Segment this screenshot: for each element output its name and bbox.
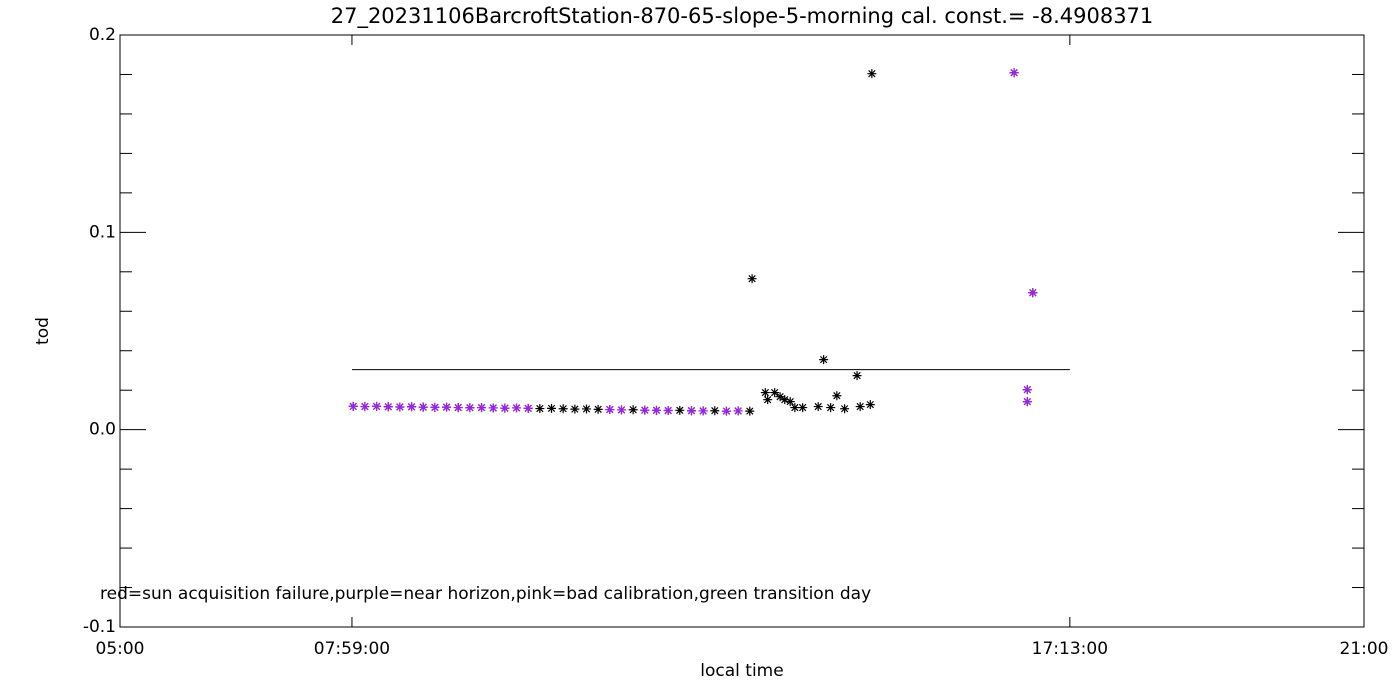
data-point — [628, 405, 638, 415]
data-point — [721, 406, 731, 416]
data-point — [780, 395, 790, 405]
y-tick-label: 0.2 — [89, 25, 116, 45]
data-point — [651, 405, 661, 415]
data-point — [675, 405, 685, 415]
data-point — [798, 403, 808, 413]
x-tick-label: 17:13:00 — [1032, 639, 1108, 659]
x-axis-label: local time — [700, 661, 783, 681]
data-point — [745, 406, 755, 416]
data-point — [500, 403, 510, 413]
data-point — [348, 401, 358, 411]
data-point — [593, 404, 603, 414]
x-tick-label: 07:59:00 — [314, 639, 390, 659]
data-point — [770, 388, 780, 398]
data-point — [785, 397, 795, 407]
data-point — [418, 402, 428, 412]
data-point — [395, 402, 405, 412]
data-point — [582, 404, 591, 414]
data-point — [733, 406, 743, 416]
data-point — [867, 69, 877, 79]
data-point — [832, 391, 842, 401]
data-point — [640, 405, 650, 415]
data-point — [477, 403, 487, 413]
y-tick-label: 0.1 — [89, 222, 116, 242]
data-point — [763, 395, 773, 405]
data-point — [605, 405, 615, 415]
data-point — [430, 402, 440, 412]
data-point — [488, 403, 498, 413]
data-point — [865, 400, 875, 410]
y-tick-label: 0.0 — [89, 420, 116, 440]
data-point — [453, 403, 463, 413]
data-point — [852, 371, 862, 381]
data-point — [790, 403, 800, 413]
y-tick-label: -0.1 — [83, 617, 116, 637]
data-point — [1022, 397, 1032, 407]
data-point — [616, 405, 626, 415]
annotation: red=sun acquisition failure,purple=near … — [100, 584, 871, 604]
data-point — [570, 404, 580, 414]
data-point — [840, 404, 850, 414]
chart-title: 27_20231106BarcroftStation-870-65-slope-… — [331, 4, 1154, 29]
data-point — [360, 402, 370, 412]
data-point — [775, 392, 785, 402]
data-point — [710, 406, 720, 416]
y-axis-label: tod — [33, 317, 53, 345]
data-point — [547, 403, 557, 413]
data-point — [747, 274, 757, 284]
data-point — [855, 402, 865, 412]
data-point — [535, 404, 545, 414]
x-tick-label: 21:00 — [1340, 639, 1389, 659]
data-point — [465, 403, 475, 413]
data-point — [698, 406, 708, 416]
data-point — [819, 355, 829, 365]
data-point — [686, 406, 696, 416]
data-point — [407, 402, 417, 412]
data-point — [663, 406, 673, 416]
data-point — [512, 403, 522, 413]
data-point — [1022, 385, 1032, 395]
data-point — [1009, 68, 1019, 78]
data-point — [826, 403, 836, 413]
data-point — [523, 403, 533, 413]
data-point — [760, 388, 770, 398]
data-point — [1028, 288, 1038, 298]
data-point — [442, 402, 452, 412]
plot-frame — [119, 34, 1365, 628]
data-point — [558, 404, 568, 414]
data-point — [383, 402, 393, 412]
data-point — [813, 402, 823, 412]
data-point — [372, 401, 382, 411]
x-tick-label: 05:00 — [96, 639, 145, 659]
